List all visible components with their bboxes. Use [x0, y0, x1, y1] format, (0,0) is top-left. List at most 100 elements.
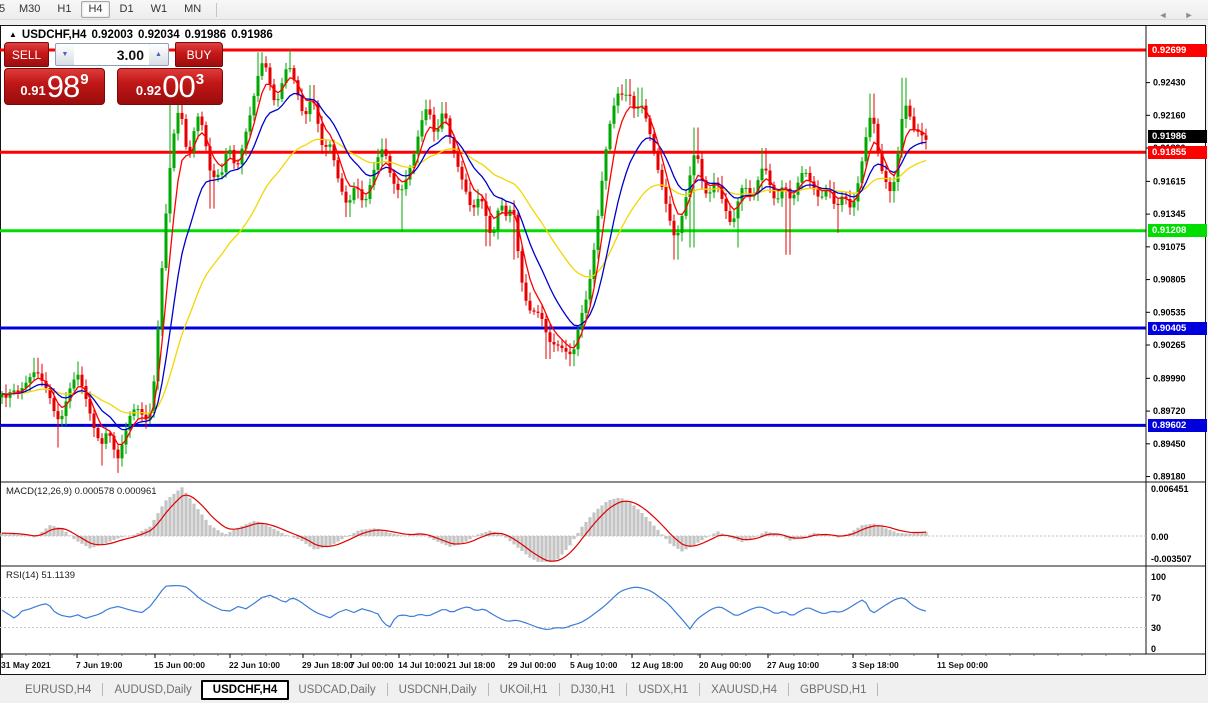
timeframe-button-m30[interactable]: M30	[19, 3, 41, 15]
time-tick-label: 5 Aug 10:00	[570, 660, 618, 670]
buy-button[interactable]: BUY	[175, 42, 223, 67]
time-tick-label: 15 Jun 00:00	[154, 660, 205, 670]
tab-eurusd-h4[interactable]: EURUSD,H4	[25, 683, 92, 696]
timeframe-toolbar: 5 M30 H1 H4 D1 W1 MN	[0, 0, 1208, 20]
time-tick-label: 27 Aug 10:00	[767, 660, 819, 670]
time-tick-label: 12 Aug 18:00	[631, 660, 683, 670]
time-tick-label: 21 Jul 18:00	[447, 660, 495, 670]
ma-fast-line	[1, 77, 927, 446]
sell-price-panel[interactable]: 0.91 98 9	[4, 68, 105, 105]
tab-separator	[877, 683, 879, 696]
buy-price-pip: 3	[195, 71, 205, 88]
sell-button[interactable]: SELL	[4, 42, 49, 67]
time-tick-label: 7 Jun 19:00	[76, 660, 123, 670]
price-tick-label: 0.92160	[1153, 110, 1186, 120]
price-tick-label: 0.89450	[1153, 439, 1186, 449]
tab-usdchf-h4[interactable]: USDCHF,H4	[200, 679, 290, 700]
sell-price-main: 98	[46, 69, 80, 104]
timeframe-button-h4[interactable]: H4	[81, 1, 110, 18]
ma-slow-line	[1, 138, 927, 414]
macd-scale-zero: 0.00	[1151, 532, 1169, 542]
candlesticks	[0, 49, 928, 473]
rsi-scale-0: 0	[1151, 644, 1156, 654]
chart-title: ▲ USDCHF,H4 0.92003 0.92034 0.91986 0.91…	[9, 29, 273, 41]
buy-price-panel[interactable]: 0.92 00 3	[117, 68, 223, 105]
tab-separator	[102, 683, 104, 696]
arrow-right-icon: ►	[1184, 9, 1194, 20]
tab-ukoil-h1[interactable]: UKOil,H1	[499, 683, 548, 696]
timeframe-button-d1[interactable]: D1	[119, 3, 134, 15]
tab-usdx-h1[interactable]: USDX,H1	[638, 683, 689, 696]
rsi-name: RSI(14)	[6, 570, 39, 581]
tab-separator	[626, 683, 628, 696]
tab-audusd-daily[interactable]: AUDUSD,Daily	[114, 683, 192, 696]
price-tick-label: 0.92430	[1153, 78, 1186, 88]
rsi-scale-30: 30	[1151, 623, 1161, 633]
tab-separator	[558, 683, 560, 696]
volume-increase-button[interactable]: ▲	[149, 43, 169, 66]
tab-xauusd-h4[interactable]: XAUUSD,H4	[711, 683, 777, 696]
tab-usdcad-daily[interactable]: USDCAD,Daily	[298, 683, 376, 696]
timeframe-button-mn[interactable]: MN	[184, 3, 202, 15]
tab-separator	[487, 683, 489, 696]
ohlc-high: 0.92034	[138, 29, 180, 41]
tab-scroll-right-button[interactable]: ►	[1180, 8, 1198, 21]
tab-usdcnh-daily[interactable]: USDCNH,Daily	[398, 683, 477, 696]
macd-scale-top: 0.006451	[1151, 484, 1189, 494]
level-price-badge-0.91855: 0.91855	[1148, 146, 1207, 159]
chevron-up-icon: ▲	[155, 51, 162, 58]
macd-scale-bottom: -0.003507	[1151, 554, 1192, 564]
tab-separator	[699, 683, 701, 696]
timeframe-button-m5[interactable]: 5	[0, 1, 9, 18]
rsi-label: RSI(14) 51.1139	[6, 570, 75, 581]
time-tick-label: 29 Jul 00:00	[508, 660, 556, 670]
time-tick-label: 31 May 2021	[1, 660, 51, 670]
volume-decrease-button[interactable]: ▼	[55, 43, 75, 66]
time-tick-label: 3 Sep 18:00	[852, 660, 899, 670]
rsi-scale-70: 70	[1151, 593, 1161, 603]
ohlc-low: 0.91986	[184, 29, 227, 41]
time-tick-label: 22 Jun 10:00	[229, 660, 280, 670]
rsi-line	[1, 584, 927, 631]
ohlc-close: 0.91986	[231, 29, 273, 41]
timeframe-button-h1[interactable]: H1	[57, 3, 72, 15]
volume-input[interactable]	[74, 43, 150, 66]
timeframe-button-w1[interactable]: W1	[150, 3, 168, 15]
price-tick-label: 0.90265	[1153, 340, 1186, 350]
price-tick-label: 0.91075	[1153, 242, 1186, 252]
sell-price-pip: 9	[80, 71, 89, 88]
price-tick-label: 0.89180	[1153, 472, 1186, 482]
level-price-badge-0.92699: 0.92699	[1148, 44, 1207, 57]
macd-value-main: 0.000578	[74, 486, 115, 497]
tab-separator	[788, 683, 789, 696]
symbol-tab-bar: EURUSD,H4 AUDUSD,Daily USDCHF,H4 USDCAD,…	[0, 676, 1208, 703]
price-tick-label: 0.90805	[1153, 275, 1186, 285]
ohlc-open: 0.92003	[91, 29, 134, 41]
macd-name: MACD(12,26,9)	[6, 486, 72, 497]
time-tick-label: 20 Aug 00:00	[699, 660, 751, 670]
time-tick-label: 7 Jul 00:00	[350, 660, 394, 670]
time-tick-label: 29 Jun 18:00	[302, 660, 353, 670]
macd-histogram	[0, 487, 928, 562]
ma-mid-line	[1, 92, 927, 431]
price-tick-label: 0.89990	[1153, 373, 1186, 383]
macd-signal-line	[1, 494, 927, 562]
time-tick-label: 11 Sep 00:00	[937, 660, 988, 670]
macd-value-signal: 0.000961	[116, 486, 157, 497]
level-price-badge-0.89602: 0.89602	[1148, 419, 1207, 432]
level-price-badge-0.91208: 0.91208	[1148, 224, 1207, 237]
tab-scroll-left-button[interactable]: ◄	[1154, 8, 1172, 21]
time-tick-label: 14 Jul 10:00	[398, 660, 446, 670]
tab-separator	[386, 683, 388, 696]
tab-dj30-h1[interactable]: DJ30,H1	[570, 683, 616, 696]
rsi-scale-100: 100	[1151, 572, 1166, 582]
chart-symbol-period: USDCHF,H4	[21, 29, 87, 41]
macd-label: MACD(12,26,9) 0.000578 0.000961	[6, 486, 157, 497]
buy-price-main: 00	[162, 69, 195, 104]
arrow-left-icon: ◄	[1158, 9, 1168, 20]
collapse-triangle-icon[interactable]: ▲	[9, 29, 17, 39]
tab-gbpusd-h1[interactable]: GBPUSD,H1	[800, 683, 867, 696]
price-tick-label: 0.91615	[1153, 176, 1186, 186]
chevron-down-icon: ▼	[61, 51, 69, 58]
